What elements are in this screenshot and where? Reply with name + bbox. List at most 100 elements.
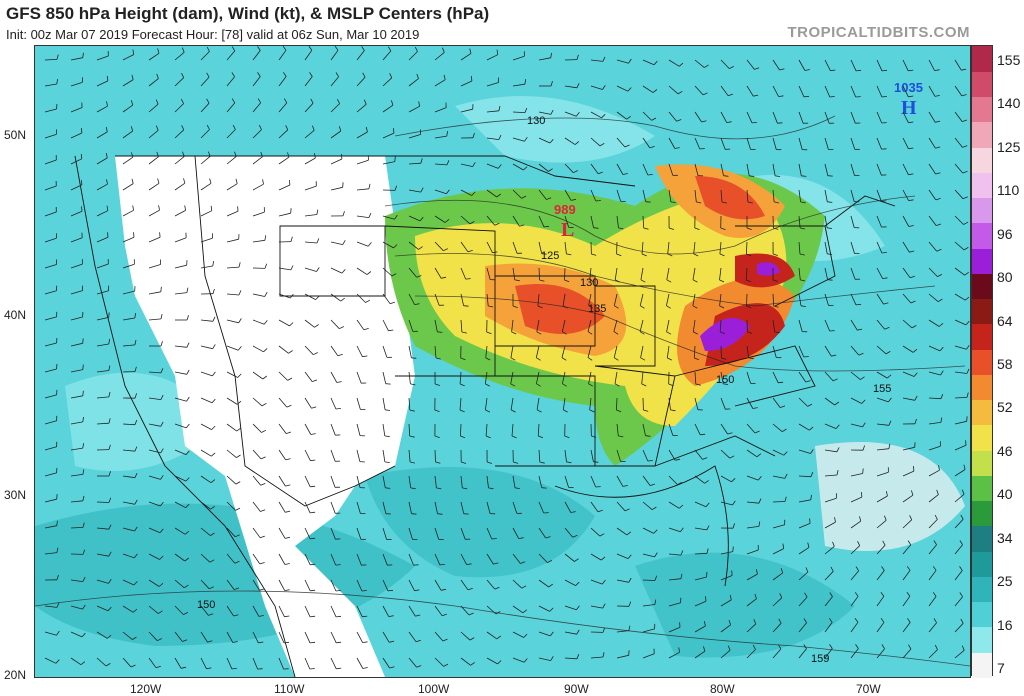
wind-barb-flag bbox=[855, 644, 859, 649]
wind-barb bbox=[590, 475, 597, 488]
jet-core bbox=[695, 176, 765, 220]
wind-barb bbox=[954, 59, 962, 71]
wind-barb bbox=[538, 137, 551, 144]
wind-barb-flag bbox=[108, 551, 112, 557]
wind-barb-flag bbox=[485, 383, 490, 387]
wind-barb bbox=[746, 449, 758, 458]
wind-barb bbox=[460, 579, 469, 591]
wind-barb bbox=[148, 501, 161, 507]
wind-barb-flag bbox=[107, 606, 112, 612]
wind-barb bbox=[330, 449, 336, 462]
wind-barb-flag bbox=[367, 242, 372, 247]
wind-barb bbox=[745, 267, 748, 281]
wind-barb-flag bbox=[807, 542, 810, 548]
wind-barb bbox=[876, 319, 886, 330]
wind-barb-flag bbox=[185, 450, 190, 455]
wind-barb bbox=[278, 184, 291, 191]
wind-barb bbox=[96, 422, 110, 425]
wind-barb bbox=[226, 345, 239, 351]
wind-barb bbox=[122, 657, 132, 668]
contour-label: 135 bbox=[588, 303, 606, 315]
wind-barb-flag bbox=[704, 480, 709, 484]
wind-barb-flag bbox=[519, 224, 525, 227]
political-borders bbox=[74, 155, 896, 677]
wind-barb bbox=[278, 423, 287, 434]
wind-barb-flag bbox=[309, 668, 315, 670]
wind-barb bbox=[486, 605, 497, 615]
wind-barb-flag bbox=[184, 205, 186, 211]
wind-barb bbox=[434, 267, 442, 279]
wind-barb bbox=[122, 605, 134, 613]
wind-barb-flag bbox=[566, 461, 572, 464]
wind-barb bbox=[226, 631, 234, 643]
wind-barb bbox=[486, 54, 498, 61]
wind-barb bbox=[434, 135, 447, 139]
wind-barb-flag bbox=[614, 305, 619, 309]
wind-barb-flag bbox=[752, 644, 756, 650]
wind-barb-flag bbox=[854, 617, 859, 623]
wind-barb bbox=[174, 292, 187, 295]
wind-barb bbox=[719, 267, 722, 280]
wind-barb bbox=[278, 76, 287, 87]
wind-barb bbox=[356, 76, 366, 87]
wind-barb-flag bbox=[160, 448, 164, 454]
wind-barb bbox=[382, 397, 386, 410]
colorbar-segment bbox=[972, 222, 992, 249]
wind-barb-flag bbox=[883, 302, 889, 305]
wind-barb bbox=[70, 158, 82, 165]
wind-barb-flag bbox=[588, 305, 594, 309]
wind-barb-flag bbox=[668, 383, 674, 387]
wind-barb bbox=[485, 423, 488, 437]
wind-barb-flag bbox=[514, 487, 520, 489]
colorbar-segment bbox=[972, 247, 992, 274]
wind-barb bbox=[954, 596, 963, 607]
wind-barb-flag bbox=[860, 376, 865, 380]
wind-barb bbox=[642, 215, 645, 229]
wind-barb bbox=[304, 241, 318, 244]
wind-barb-flag bbox=[362, 355, 368, 358]
wind-barb bbox=[122, 527, 135, 532]
wind-barb-flag bbox=[576, 605, 580, 611]
wind-barb bbox=[122, 423, 136, 426]
wind-barb-flag bbox=[937, 274, 943, 277]
wind-barb bbox=[512, 241, 518, 254]
wind-barb-flag bbox=[651, 117, 657, 121]
wind-barb bbox=[304, 475, 311, 487]
wind-barb bbox=[694, 576, 707, 581]
wind-barb-flag bbox=[732, 523, 735, 529]
wind-barb-flag bbox=[616, 409, 622, 413]
wind-barb-flag bbox=[588, 383, 594, 387]
wind-barb bbox=[798, 267, 801, 280]
wind-barb-flag bbox=[939, 346, 944, 352]
wind-barb-flag bbox=[446, 131, 448, 137]
wind-barb-flag bbox=[602, 627, 606, 633]
wind-barb bbox=[772, 111, 778, 124]
wind-barb-flag bbox=[726, 121, 732, 123]
wind-barb-flag bbox=[108, 391, 111, 397]
wind-barb-flag bbox=[206, 72, 210, 78]
wind-barb bbox=[226, 449, 237, 458]
wind-barb-flag bbox=[257, 46, 261, 51]
wind-barb bbox=[44, 59, 58, 61]
wind-barb-flag bbox=[887, 374, 892, 379]
wind-barb bbox=[928, 469, 940, 477]
wind-barb-flag bbox=[416, 73, 419, 79]
wind-barb-flag bbox=[906, 591, 911, 597]
wind-barb bbox=[330, 475, 336, 488]
wind-barb bbox=[668, 553, 681, 556]
wind-barb bbox=[902, 648, 912, 659]
wind-barb bbox=[954, 267, 965, 276]
wind-barb-flag bbox=[803, 618, 807, 623]
wind-barb bbox=[174, 605, 184, 615]
wind-barb bbox=[668, 423, 674, 436]
wind-barb bbox=[538, 163, 549, 172]
wind-barb bbox=[122, 449, 135, 452]
wind-barb bbox=[304, 76, 313, 87]
wind-barb bbox=[148, 423, 161, 427]
colorbar-segment bbox=[972, 651, 992, 678]
wind-barb-flag bbox=[185, 423, 190, 429]
wind-barb-flag bbox=[236, 454, 241, 458]
wind-barb bbox=[252, 475, 262, 486]
wind-barb bbox=[876, 241, 883, 254]
wind-barb-flag bbox=[575, 111, 580, 117]
